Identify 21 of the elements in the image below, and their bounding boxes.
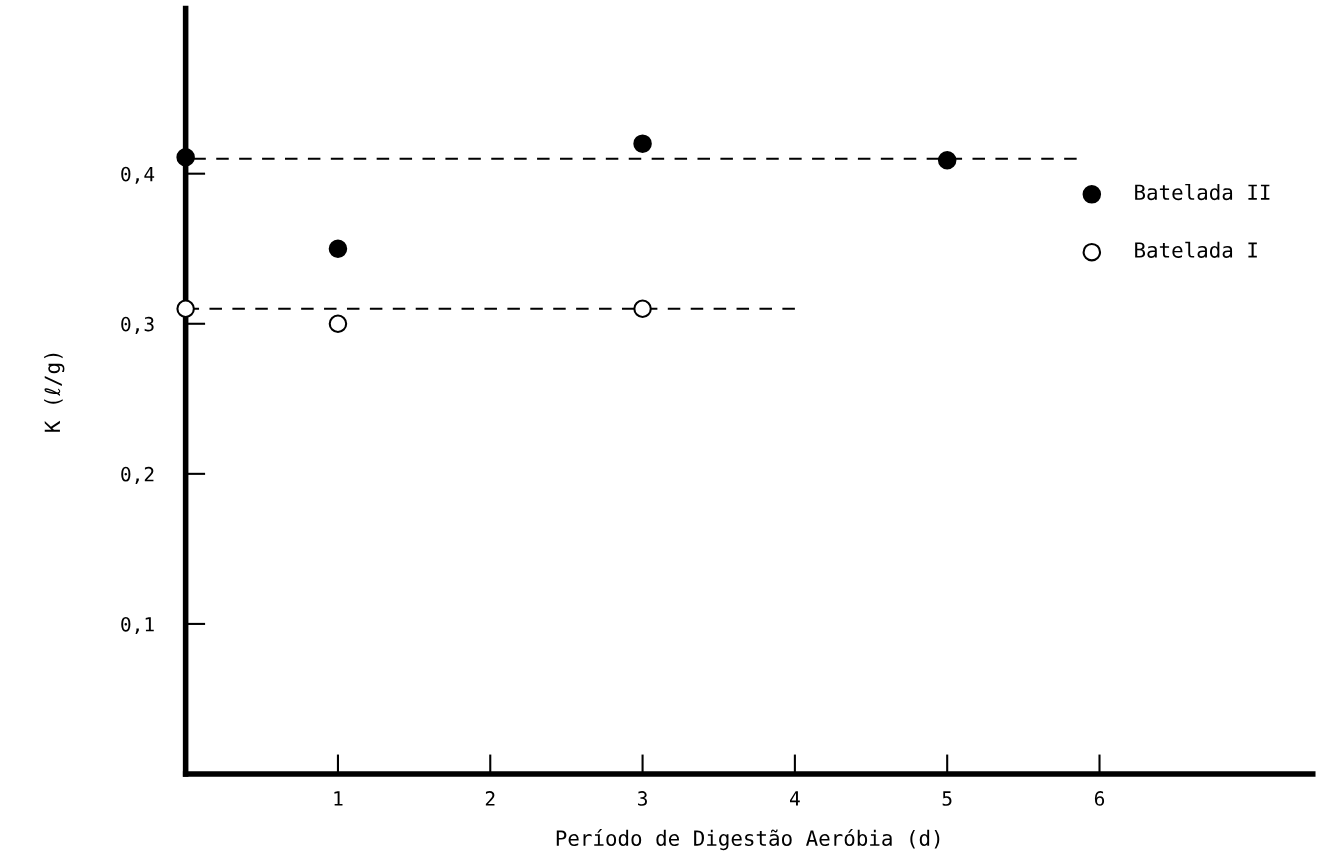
point: [633, 299, 652, 319]
x-tick-label: 2: [485, 791, 495, 806]
y-tick-label: 0,1: [121, 616, 154, 635]
y-tick-label: 0,3: [121, 316, 154, 334]
legend-label: Batelada II: [1135, 183, 1270, 201]
x-tick-label: 3: [638, 791, 647, 806]
x-axis-title: Período de Digestão Aeróbia (d): [556, 829, 940, 851]
x-tick-label: 6: [1094, 791, 1105, 806]
point: [328, 239, 348, 258]
point: [176, 299, 195, 319]
point: [176, 147, 195, 167]
point: [633, 134, 652, 153]
point: [937, 150, 957, 170]
y-axis-title: K (ℓ/g): [44, 353, 65, 432]
y-tick-label: 0,4: [121, 166, 155, 184]
x-tick-label: 4: [790, 791, 800, 806]
x-tick-label: 5: [942, 791, 952, 806]
y-tick-label: 0,2: [121, 466, 154, 485]
legend-label: Batelada I: [1135, 241, 1257, 258]
x-tick-label: 1: [334, 791, 343, 806]
point: [328, 314, 348, 334]
